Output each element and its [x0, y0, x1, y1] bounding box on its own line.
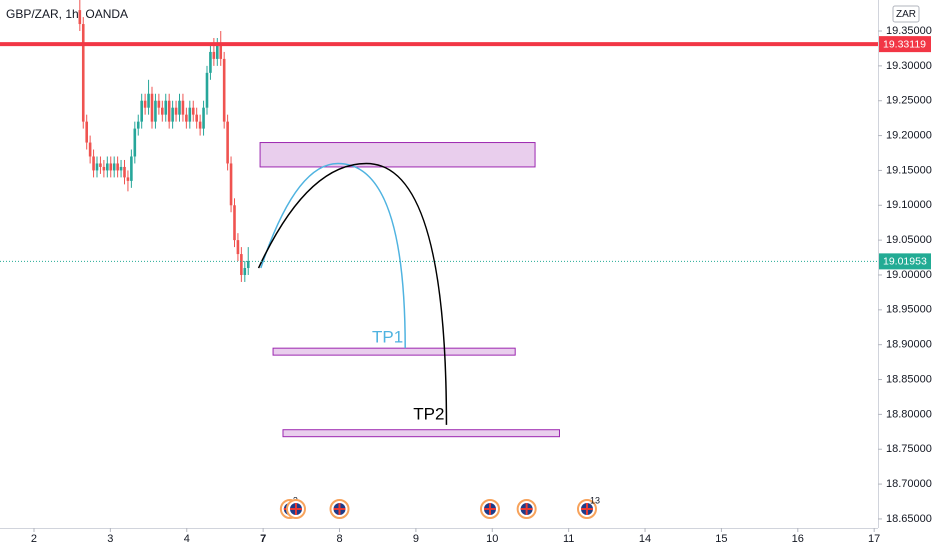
- event-count: 13: [590, 495, 600, 505]
- y-tick-label: 19.10000: [886, 199, 932, 211]
- x-tick-label: 10: [486, 533, 498, 545]
- y-tick-label: 18.95000: [886, 304, 932, 316]
- candle-body: [116, 163, 119, 171]
- price-label-box: [879, 36, 931, 53]
- candle-body: [198, 121, 202, 129]
- candle-body: [229, 163, 233, 206]
- candle-body: [205, 72, 209, 108]
- candle-body: [216, 44, 219, 59]
- y-tick-label: 19.35000: [886, 25, 932, 37]
- y-tick-label: 18.65000: [886, 513, 932, 525]
- candle-body: [188, 107, 192, 122]
- target-zone: [259, 142, 536, 168]
- price-label-box: [879, 253, 931, 270]
- chart-title: GBP/ZAR, 1h, OANDA: [6, 7, 128, 21]
- candle-body: [246, 261, 250, 269]
- x-tick-label: 3: [107, 533, 113, 545]
- candle-body: [195, 114, 198, 122]
- candle-body: [240, 254, 243, 275]
- currency-box: [892, 5, 920, 23]
- candle-body: [140, 100, 143, 122]
- candle-body: [143, 100, 147, 108]
- y-tick-label: 19.25000: [886, 95, 932, 107]
- candle-body: [236, 240, 240, 255]
- candle-body: [164, 100, 168, 115]
- candle-body: [233, 205, 236, 241]
- candle-body: [157, 100, 161, 108]
- candle-body: [181, 100, 185, 115]
- candle-body: [191, 107, 195, 115]
- candle-body: [85, 121, 88, 143]
- candle-body: [112, 163, 116, 171]
- candle-body: [147, 93, 150, 108]
- candle-body: [78, 10, 82, 25]
- candle-body: [243, 268, 247, 275]
- candle-body: [150, 93, 154, 122]
- candle-body: [123, 166, 126, 178]
- y-tick-label: 18.80000: [886, 408, 932, 420]
- currency-label: ZAR: [896, 9, 916, 20]
- candle-body: [167, 100, 171, 122]
- x-tick-label: 17: [868, 533, 880, 545]
- candle-body: [171, 107, 174, 122]
- y-tick-label: 18.75000: [886, 443, 932, 455]
- x-tick-label: 15: [715, 533, 727, 545]
- candle-body: [202, 107, 205, 129]
- candle-body: [178, 100, 181, 115]
- target-zone: [272, 347, 516, 356]
- candle-body: [81, 24, 85, 122]
- x-tick-label: 2: [31, 533, 37, 545]
- candle-body: [226, 121, 229, 164]
- candle-body: [209, 51, 212, 73]
- x-tick-label: 9: [413, 533, 419, 545]
- x-tick-label: 8: [336, 533, 342, 545]
- candle-body: [185, 114, 188, 122]
- target-zone: [282, 429, 560, 438]
- candle-body: [174, 107, 178, 115]
- candle-body: [212, 51, 216, 59]
- y-tick-label: 19.20000: [886, 129, 932, 141]
- price-label: 19.33119: [883, 38, 926, 50]
- x-tick-label: 7: [260, 533, 266, 545]
- projection-curve: [257, 162, 448, 425]
- candle-body: [126, 177, 130, 181]
- candle-body: [102, 166, 106, 171]
- y-tick-label: 18.90000: [886, 339, 932, 351]
- candle-body: [119, 166, 123, 171]
- candle-body: [99, 163, 102, 167]
- x-tick-label: 4: [184, 533, 190, 545]
- y-tick-label: 19.00000: [886, 269, 932, 281]
- candle-body: [109, 163, 113, 171]
- candle-body: [88, 142, 92, 157]
- y-tick-label: 18.85000: [886, 373, 932, 385]
- candle-body: [106, 163, 109, 171]
- x-tick-label: 14: [639, 533, 651, 545]
- candle-body: [154, 100, 157, 122]
- candle-body: [219, 44, 223, 59]
- projection-curve: [260, 162, 406, 349]
- candle-body: [136, 121, 140, 129]
- x-tick-label: 11: [563, 533, 574, 545]
- x-tick-label: 16: [792, 533, 804, 545]
- y-tick-label: 18.70000: [886, 478, 932, 490]
- candle-body: [92, 156, 95, 171]
- candle-body: [95, 163, 99, 171]
- price-label: 19.01953: [883, 256, 927, 268]
- candle-body: [133, 128, 137, 157]
- target-label: TP1: [372, 328, 403, 347]
- candle-body: [222, 58, 226, 122]
- y-tick-label: 19.05000: [886, 234, 932, 246]
- y-tick-label: 19.30000: [886, 60, 932, 72]
- y-tick-label: 19.15000: [886, 164, 932, 176]
- target-label: TP2: [413, 404, 444, 423]
- candle-body: [161, 107, 164, 115]
- candle-body: [130, 156, 133, 181]
